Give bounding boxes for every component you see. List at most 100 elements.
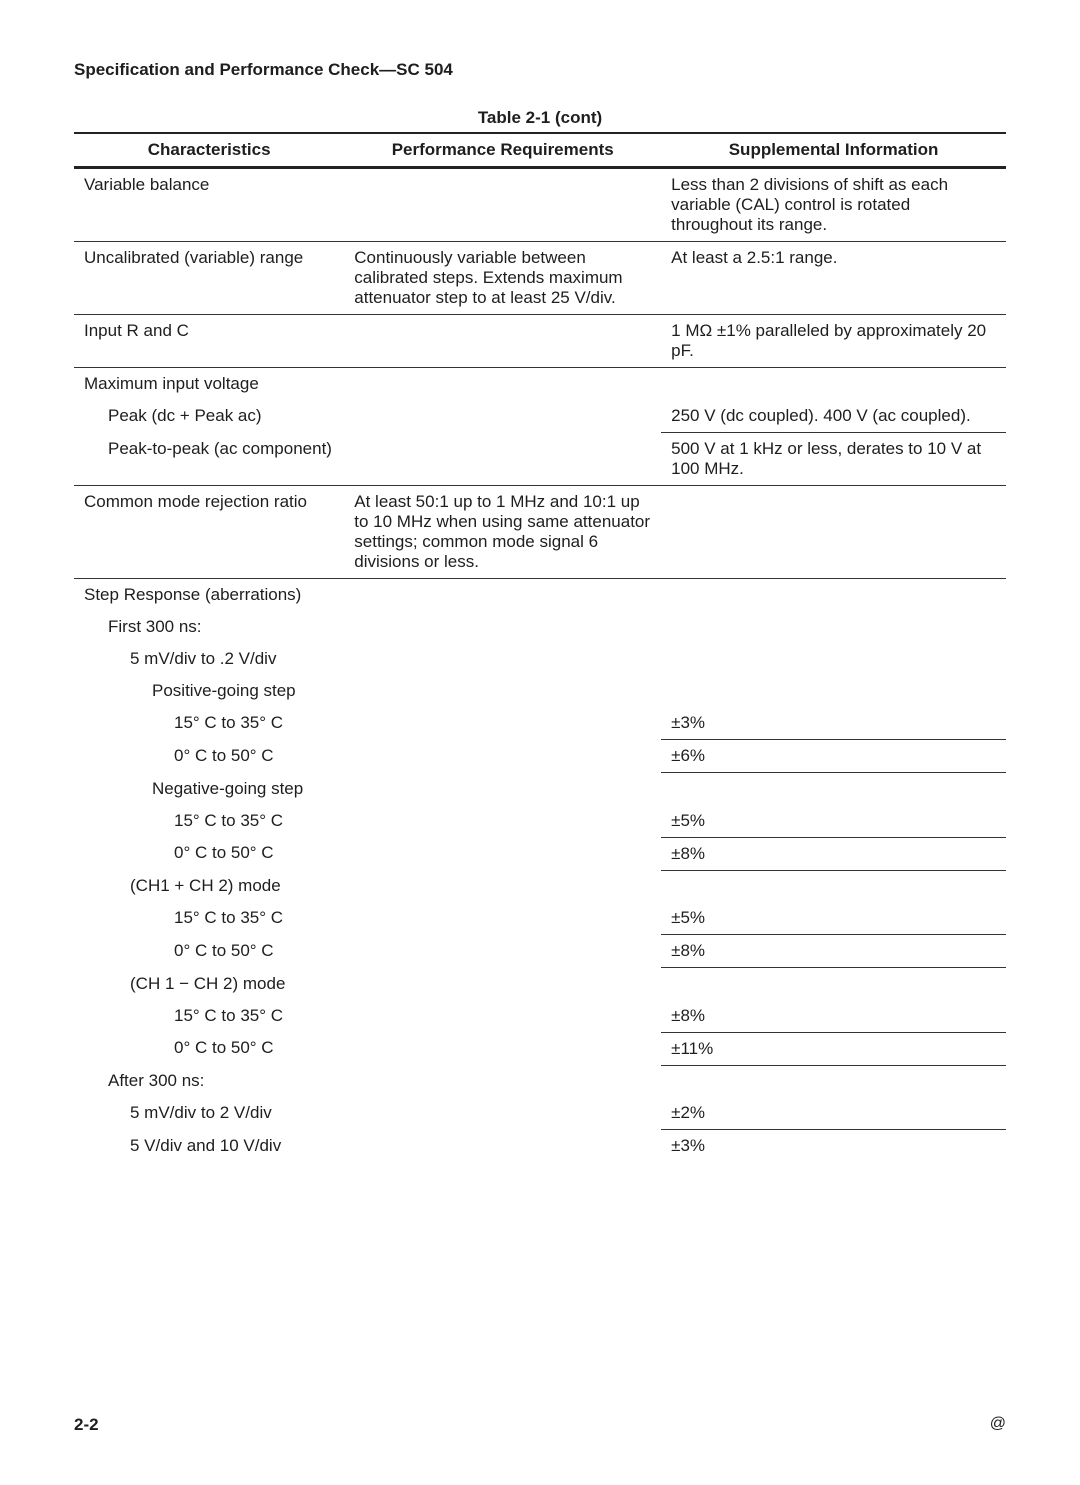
col-header-performance: Performance Requirements [344, 133, 661, 167]
cell-performance: At least 50:1 up to 1 MHz and 10:1 up to… [344, 486, 661, 579]
cell-characteristic: Maximum input voltage [84, 374, 259, 393]
cell-supplemental: ±8% [661, 837, 1006, 870]
cell-supplemental [661, 675, 1006, 707]
cell-performance [344, 169, 661, 242]
cell-performance: Continuously variable between calibrated… [344, 242, 661, 315]
cell-supplemental [661, 486, 1006, 579]
cell-supplemental: 1 MΩ ±1% paralleled by approximately 20 … [661, 315, 1006, 368]
table-row: 0° C to 50° C ±6% [74, 740, 1006, 773]
page-header: Specification and Performance Check—SC 5… [74, 60, 1006, 80]
table-row: 15° C to 35° C±5% [74, 805, 1006, 838]
cell-supplemental: ±2% [661, 1097, 1006, 1130]
cell-performance [344, 1065, 661, 1097]
cell-performance [344, 805, 661, 838]
table-row: Maximum input voltage [74, 368, 1006, 401]
cell-performance [344, 368, 661, 401]
table-row: 0° C to 50° C ±8% [74, 837, 1006, 870]
cell-performance [344, 1097, 661, 1130]
cell-supplemental: ±3% [661, 1130, 1006, 1163]
cell-supplemental: ±11% [661, 1032, 1006, 1065]
spec-table: Characteristics Performance Requirements… [74, 132, 1006, 1162]
cell-characteristic: After 300 ns: [84, 1071, 334, 1091]
cell-supplemental: ±8% [661, 1000, 1006, 1033]
cell-performance [344, 707, 661, 740]
table-row: 15° C to 35° C ±3% [74, 707, 1006, 740]
cell-performance [344, 870, 661, 902]
cell-supplemental: Less than 2 divisions of shift as each v… [661, 169, 1006, 242]
table-row: Uncalibrated (variable) range Continuousl… [74, 242, 1006, 315]
cell-characteristic: 5 mV/div to .2 V/div [84, 649, 334, 669]
cell-characteristic: 0° C to 50° C [84, 941, 334, 961]
table-row: Input R and C 1 MΩ ±1% paralleled by appr… [74, 315, 1006, 368]
cell-performance [344, 773, 661, 805]
cell-characteristic: Peak-to-peak (ac component) [84, 439, 334, 459]
cell-characteristic: Input R and C [84, 321, 189, 340]
cell-supplemental [661, 611, 1006, 643]
col-header-characteristics: Characteristics [74, 133, 344, 167]
cell-characteristic: 15° C to 35° C [84, 811, 334, 831]
cell-supplemental: ±3% [661, 707, 1006, 740]
cell-characteristic: 15° C to 35° C [84, 713, 334, 733]
cell-performance [344, 579, 661, 612]
cell-performance [344, 400, 661, 433]
cell-characteristic: 0° C to 50° C [84, 1038, 334, 1058]
cell-characteristic: (CH1 + CH 2) mode [84, 876, 334, 896]
cell-characteristic: 0° C to 50° C [84, 843, 334, 863]
table-row: Negative-going step [74, 773, 1006, 805]
table-row: 5 mV/div to 2 V/div ±2% [74, 1097, 1006, 1130]
table-row: (CH1 + CH 2) mode [74, 870, 1006, 902]
table-row: Step Response (aberrations) [74, 579, 1006, 612]
table-caption: Table 2-1 (cont) [74, 108, 1006, 128]
cell-performance [344, 611, 661, 643]
table-row: 5 V/div and 10 V/div ±3% [74, 1130, 1006, 1163]
table-row: 0° C to 50° C ±8% [74, 935, 1006, 968]
cell-performance [344, 643, 661, 675]
cell-characteristic: Peak (dc + Peak ac) [84, 406, 334, 426]
cell-supplemental [661, 968, 1006, 1000]
cell-supplemental: ±5% [661, 902, 1006, 935]
table-row: Peak-to-peak (ac component) 500 V at 1 kH… [74, 433, 1006, 486]
cell-performance [344, 968, 661, 1000]
cell-characteristic: Common mode rejection ratio [84, 492, 307, 511]
cell-supplemental: ±8% [661, 935, 1006, 968]
page-number: 2-2 [74, 1415, 99, 1435]
cell-characteristic: 5 mV/div to 2 V/div [84, 1103, 334, 1123]
cell-supplemental [661, 773, 1006, 805]
table-row: After 300 ns: [74, 1065, 1006, 1097]
cell-performance [344, 935, 661, 968]
footer-mark: @ [990, 1415, 1006, 1435]
table-row: Peak (dc + Peak ac) 250 V (dc coupled). 4… [74, 400, 1006, 433]
cell-supplemental: 500 V at 1 kHz or less, derates to 10 V … [661, 433, 1006, 486]
cell-characteristic: 5 V/div and 10 V/div [84, 1136, 334, 1156]
col-header-supplemental: Supplemental Information [661, 133, 1006, 167]
table-row: 15° C to 35° C ±5% [74, 902, 1006, 935]
cell-characteristic: 0° C to 50° C [84, 746, 334, 766]
cell-performance [344, 1130, 661, 1163]
cell-supplemental: ±6% [661, 740, 1006, 773]
cell-performance [344, 1000, 661, 1033]
cell-supplemental [661, 870, 1006, 902]
table-row: Positive-going step [74, 675, 1006, 707]
cell-characteristic: 15° C to 35° C [84, 908, 334, 928]
table-row: 5 mV/div to .2 V/div [74, 643, 1006, 675]
cell-characteristic: Variable balance [84, 175, 209, 194]
cell-characteristic: Uncalibrated (variable) range [84, 248, 303, 267]
cell-supplemental: At least a 2.5:1 range. [661, 242, 1006, 315]
cell-performance [344, 315, 661, 368]
cell-performance [344, 902, 661, 935]
cell-performance [344, 740, 661, 773]
table-row: 0° C to 50° C ±11% [74, 1032, 1006, 1065]
table-row: Variable balance Less than 2 divisions of… [74, 169, 1006, 242]
cell-characteristic: First 300 ns: [84, 617, 334, 637]
table-row: First 300 ns: [74, 611, 1006, 643]
cell-performance [344, 837, 661, 870]
cell-supplemental [661, 1065, 1006, 1097]
cell-supplemental: 250 V (dc coupled). 400 V (ac coupled). [661, 400, 1006, 433]
cell-supplemental [661, 579, 1006, 612]
cell-characteristic: Negative-going step [84, 779, 334, 799]
cell-characteristic: 15° C to 35° C [84, 1006, 334, 1026]
table-row: (CH 1 − CH 2) mode [74, 968, 1006, 1000]
cell-supplemental [661, 643, 1006, 675]
cell-supplemental [661, 368, 1006, 401]
table-row: Common mode rejection ratio At least 50:1… [74, 486, 1006, 579]
